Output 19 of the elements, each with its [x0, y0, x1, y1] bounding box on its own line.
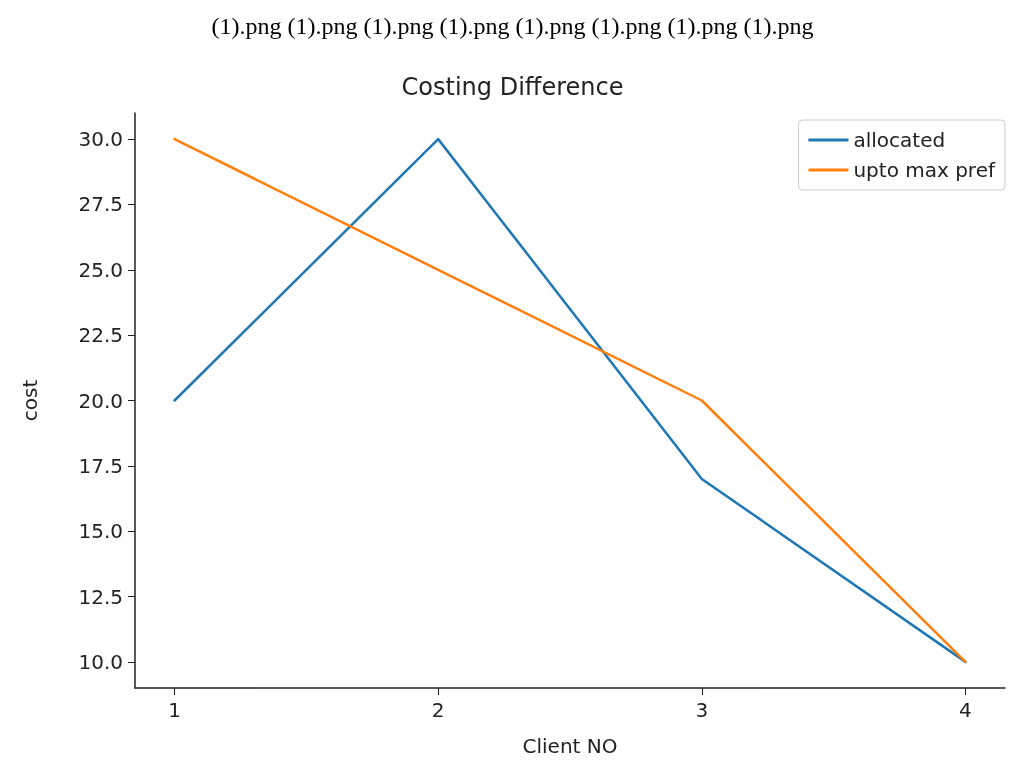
y-tick-label: 22.5: [78, 323, 123, 348]
y-tick-label: 25.0: [78, 257, 123, 282]
y-tick-label: 30.0: [78, 127, 123, 152]
y-tick-label: 20.0: [78, 388, 123, 413]
x-tick-label: 4: [959, 698, 972, 722]
x-tick-label: 1: [168, 698, 181, 722]
y-tick-label: 15.0: [78, 519, 123, 544]
y-tick-label: 10.0: [78, 649, 123, 674]
x-axis-title: Client NO: [522, 734, 618, 758]
y-tick-label: 12.5: [78, 584, 123, 609]
text: (1).png (1).png (1).png (1).png (1).png (1).png (1).png (1).png: [211, 13, 814, 39]
x-tick-label: 3: [695, 698, 709, 722]
y-tick-label: 27.5: [78, 192, 123, 217]
legend-label: upto max pref: [853, 158, 996, 182]
y-tick-label: 17.5: [78, 453, 123, 478]
chart-title: Costing Difference: [401, 73, 624, 101]
x-tick-label: 2: [431, 698, 445, 722]
y-axis-title: cost: [18, 379, 42, 422]
legend-label: allocated: [853, 128, 946, 152]
